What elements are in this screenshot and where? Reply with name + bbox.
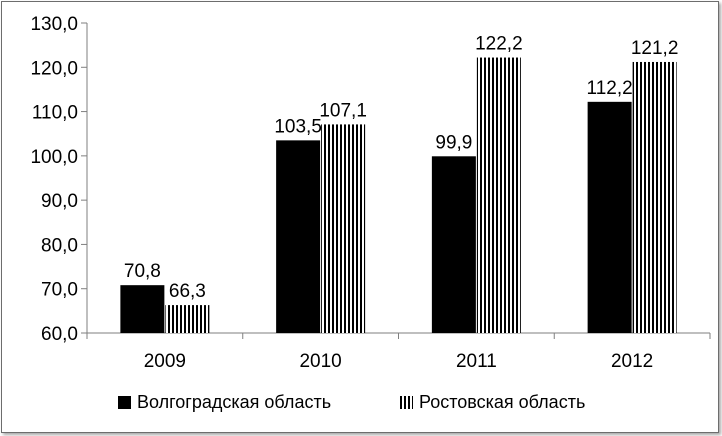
- y-tick-label: 100,0: [30, 147, 78, 168]
- bar-volgograd-2012: [587, 101, 632, 333]
- x-tick-label: 2010: [299, 351, 341, 372]
- legend-label-volgograd: Волгоградская область: [137, 392, 331, 412]
- y-tick-label: 120,0: [30, 58, 78, 79]
- data-label-volgograd-2009: 70,8: [124, 261, 161, 282]
- bar-rostov-2011: [476, 57, 521, 334]
- data-label-rostov-2012: 121,2: [631, 38, 679, 59]
- bars: [120, 57, 677, 334]
- bar-volgograd-2009: [120, 285, 165, 333]
- data-label-volgograd-2012: 112,2: [587, 78, 633, 99]
- x-tick-label: 2011: [456, 351, 497, 372]
- x-tick-label: 2012: [611, 351, 653, 372]
- bar-volgograd-2011: [431, 156, 476, 333]
- y-tick-label: 60,0: [41, 324, 78, 345]
- y-tick-label: 110,0: [32, 103, 78, 124]
- bar-rostov-2012: [632, 61, 677, 333]
- data-label-volgograd-2011: 99,9: [435, 132, 472, 153]
- data-label-rostov-2010: 107,1: [319, 100, 367, 121]
- y-tick-label: 130,0: [30, 14, 78, 35]
- legend-label-rostov: Ростовская область: [419, 392, 585, 412]
- data-label-rostov-2011: 122,2: [475, 34, 523, 55]
- axes: 60,0 70,0 80,0 90,0 100,0 110,0 120,0 130,0 2009…: [30, 14, 711, 372]
- y-tick-label: 90,0: [41, 191, 78, 212]
- x-tick-label: 2009: [144, 351, 186, 372]
- data-label-rostov-2009: 66,3: [169, 281, 206, 302]
- data-label-volgograd-2010: 103,5: [274, 116, 322, 137]
- legend: Волгоградская область Ростовская область: [118, 392, 585, 412]
- y-tick-label: 80,0: [41, 235, 78, 256]
- bar-rostov-2009: [165, 305, 210, 333]
- legend-swatch-volgograd: [118, 396, 131, 409]
- bar-rostov-2010: [321, 124, 366, 334]
- legend-swatch-rostov: [400, 396, 413, 409]
- bar-volgograd-2010: [276, 140, 321, 333]
- y-tick-label: 70,0: [41, 280, 78, 301]
